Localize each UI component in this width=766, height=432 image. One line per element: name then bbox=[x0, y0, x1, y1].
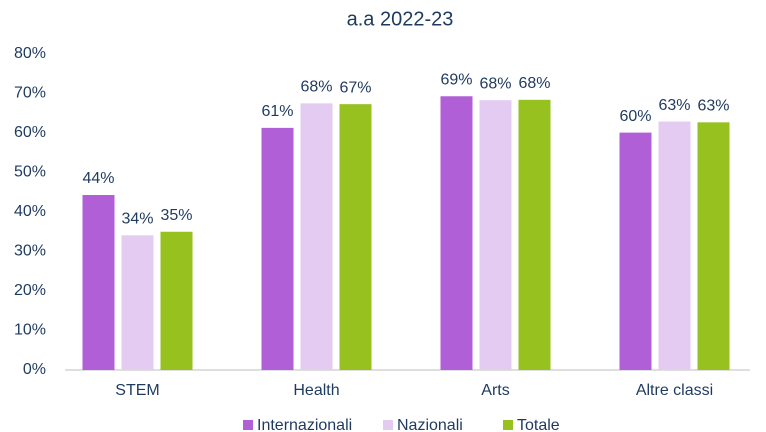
data-label: 68% bbox=[518, 75, 550, 92]
y-tick-label: 0% bbox=[23, 361, 46, 378]
y-tick-label: 60% bbox=[14, 124, 46, 141]
bar bbox=[619, 132, 652, 370]
data-label: 67% bbox=[339, 79, 371, 96]
legend-label: Internazionali bbox=[257, 417, 352, 432]
y-tick-label: 10% bbox=[14, 322, 46, 339]
y-tick-label: 30% bbox=[14, 243, 46, 260]
legend-label: Totale bbox=[517, 417, 560, 432]
data-label: 35% bbox=[160, 207, 192, 224]
legend-swatch bbox=[243, 420, 253, 430]
bar bbox=[339, 104, 372, 370]
x-tick-label: Health bbox=[293, 382, 339, 399]
bar bbox=[479, 100, 512, 370]
bar bbox=[697, 122, 730, 371]
data-label: 63% bbox=[697, 98, 729, 115]
data-label: 34% bbox=[121, 211, 153, 228]
bar bbox=[300, 103, 333, 370]
y-tick-label: 70% bbox=[14, 85, 46, 102]
legend-label: Nazionali bbox=[397, 417, 463, 432]
data-label: 63% bbox=[658, 97, 690, 114]
bar bbox=[658, 121, 691, 370]
bar bbox=[121, 235, 154, 370]
y-tick-label: 40% bbox=[14, 203, 46, 220]
data-label: 44% bbox=[82, 170, 114, 187]
bar bbox=[261, 127, 294, 371]
y-tick-label: 50% bbox=[14, 164, 46, 181]
data-label: 60% bbox=[619, 108, 651, 125]
bar bbox=[440, 96, 473, 370]
data-label: 68% bbox=[300, 79, 332, 96]
data-label: 61% bbox=[261, 103, 293, 120]
bar bbox=[518, 99, 551, 370]
legend-swatch bbox=[383, 420, 393, 430]
data-label: 69% bbox=[440, 71, 472, 88]
y-tick-label: 20% bbox=[14, 282, 46, 299]
chart-title: a.a 2022-23 bbox=[347, 8, 454, 30]
y-tick-label: 80% bbox=[14, 45, 46, 62]
data-label: 68% bbox=[479, 75, 511, 92]
bar bbox=[160, 231, 193, 370]
x-tick-label: STEM bbox=[115, 382, 159, 399]
x-tick-label: Altre classi bbox=[636, 382, 713, 399]
x-tick-label: Arts bbox=[481, 382, 509, 399]
bar bbox=[82, 195, 115, 370]
legend-swatch bbox=[503, 420, 513, 430]
